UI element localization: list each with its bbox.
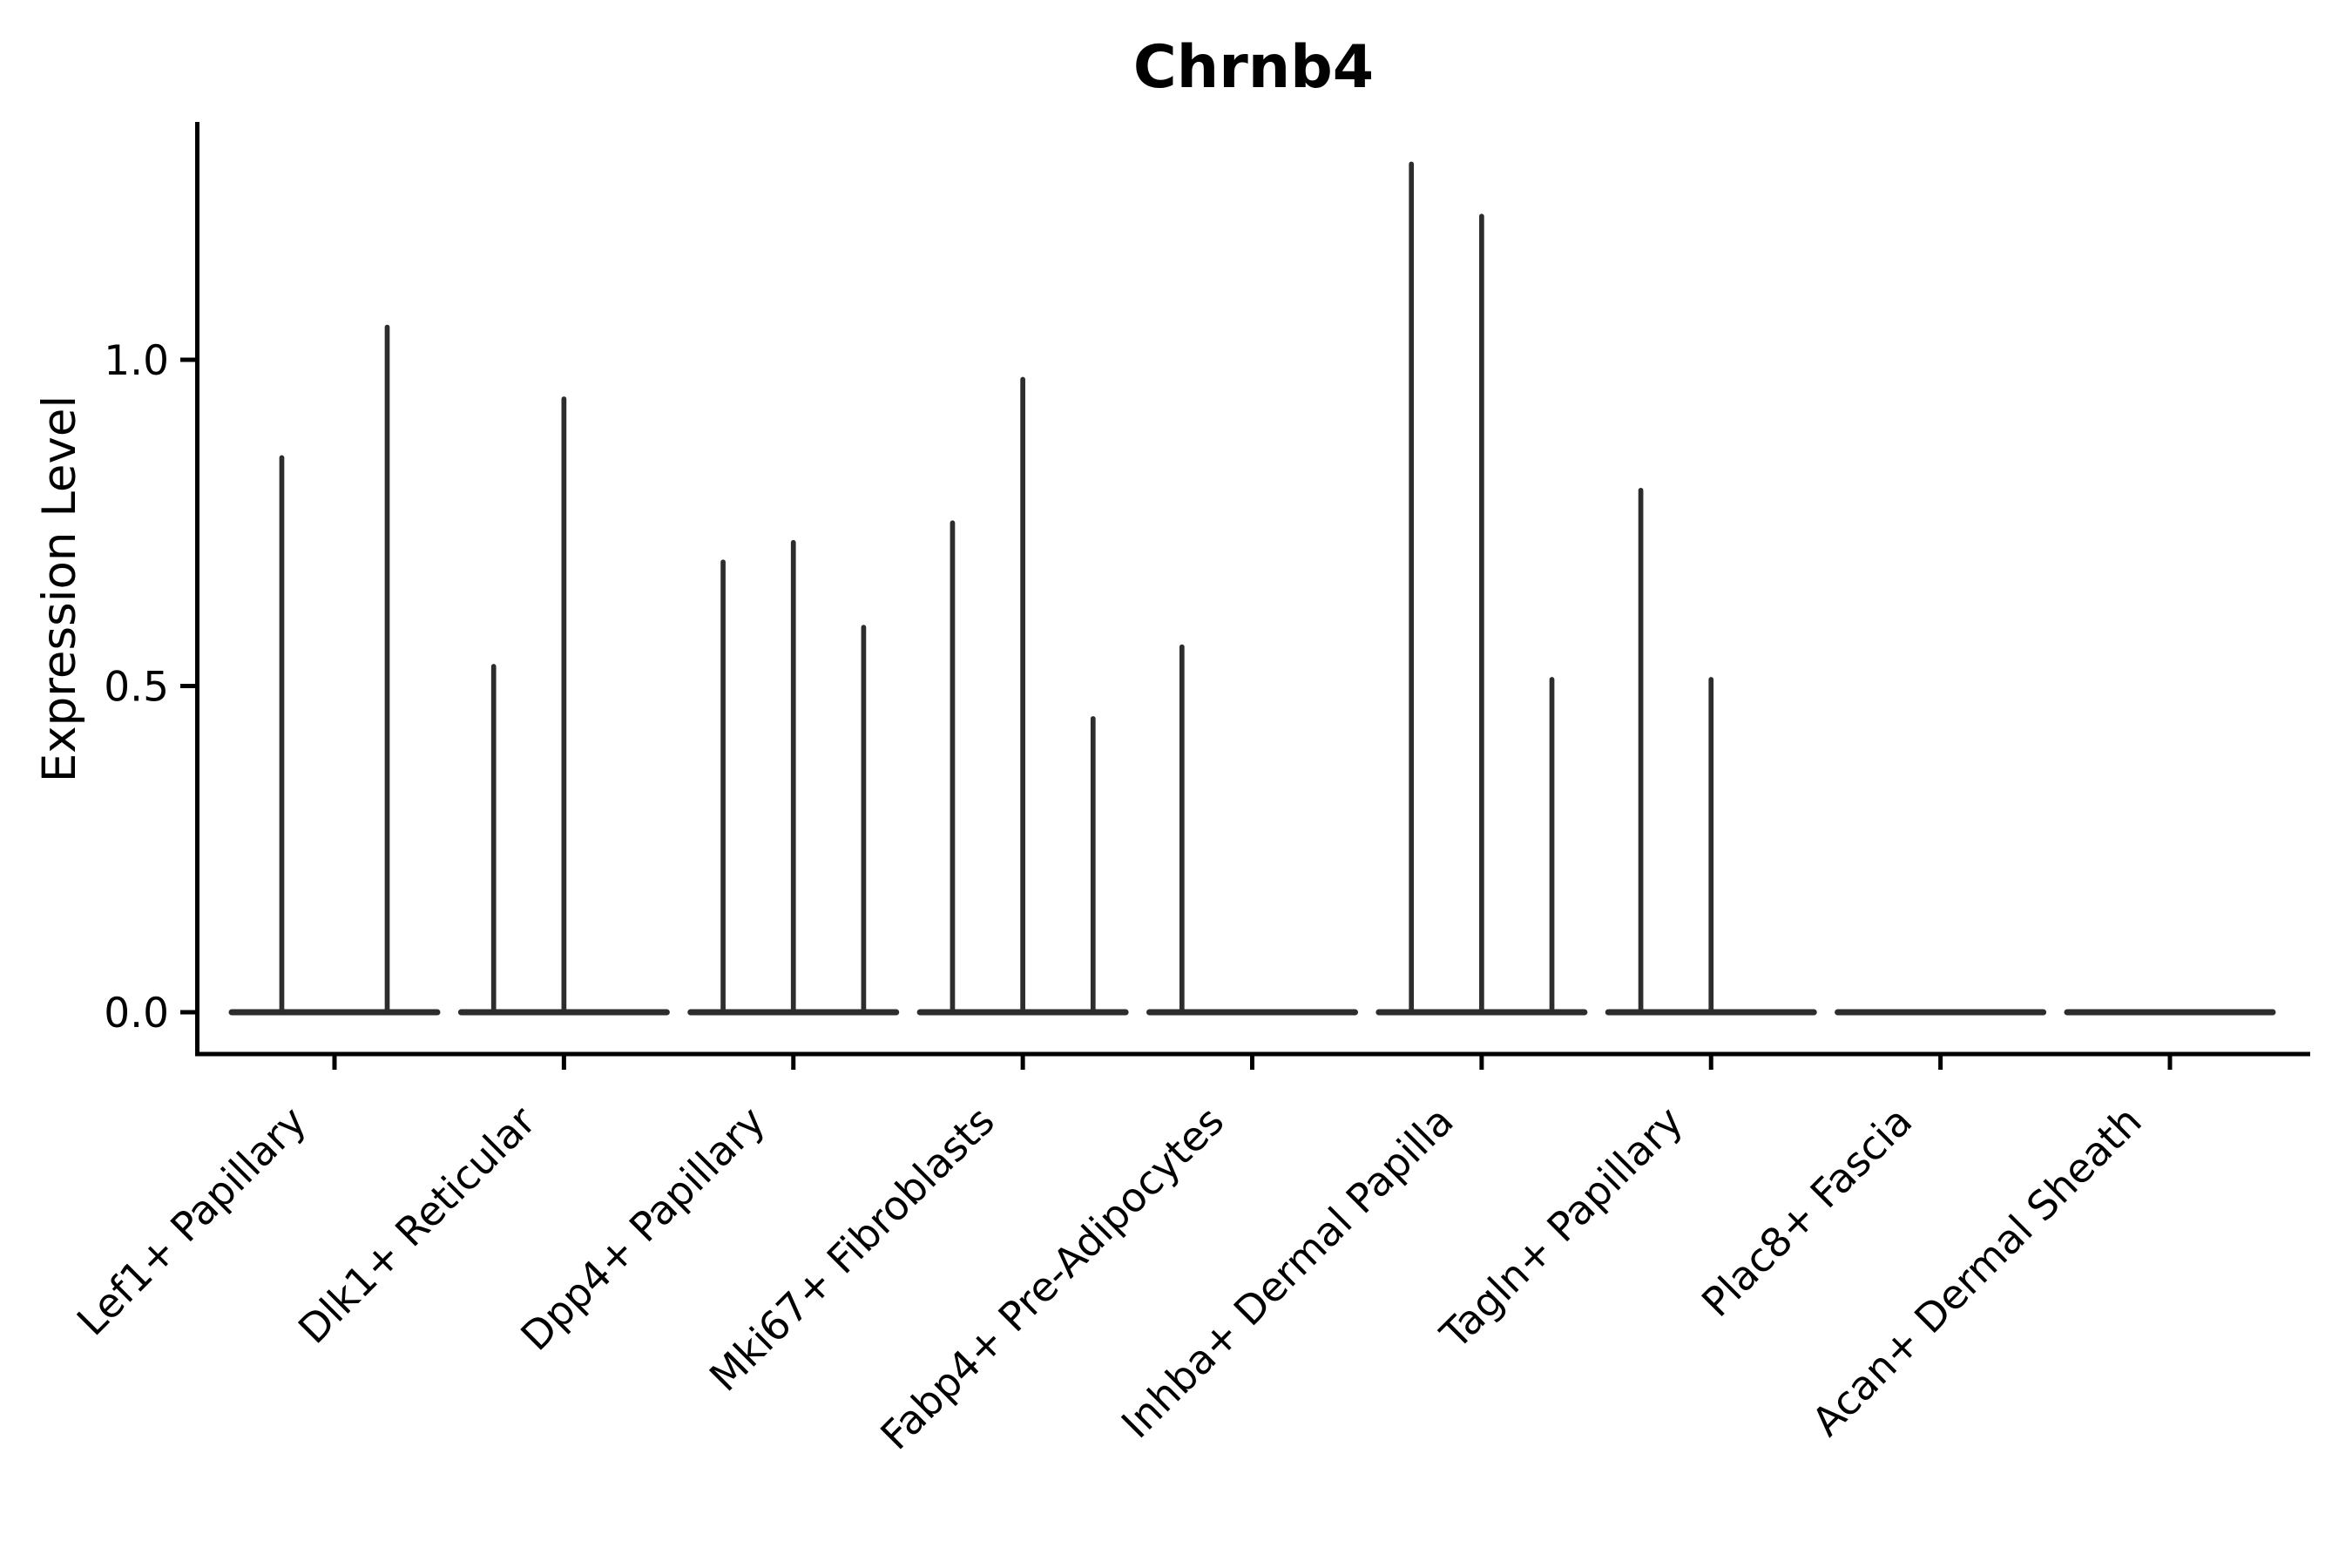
x-tick-label: Lef1+ Papillary — [68, 1098, 315, 1345]
violins — [228, 161, 2276, 1016]
y-axis-ticks: 0.0 0.5 1.0 — [104, 337, 195, 1037]
x-tick-label: Dlk1+ Reticular — [289, 1098, 544, 1353]
axes — [195, 122, 2310, 1057]
y-tick-label: 0.0 — [104, 990, 169, 1037]
y-tick-label: 1.0 — [104, 337, 169, 385]
x-tick-label: Tagln+ Papillary — [1430, 1098, 1692, 1359]
chart-title: Chrnb4 — [1133, 33, 1374, 102]
x-tick-label: Plac8+ Fascia — [1693, 1098, 1921, 1326]
x-tick-label: Dpp4+ Papillary — [511, 1098, 774, 1360]
y-tick-label: 0.5 — [104, 664, 169, 712]
y-axis-label: Expression Level — [33, 395, 86, 782]
